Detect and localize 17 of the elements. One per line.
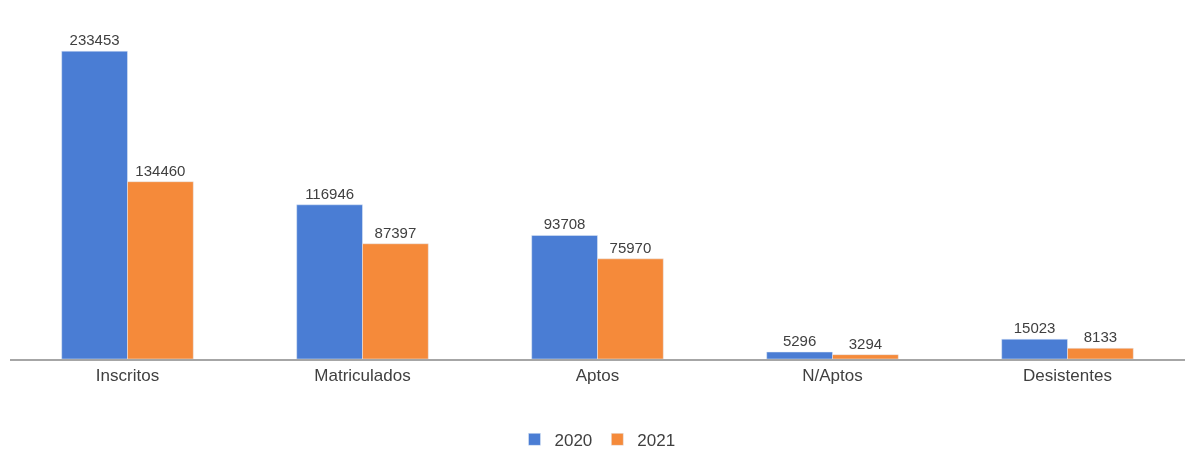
x-tick-label: N/Aptos <box>802 366 863 386</box>
data-label: 233453 <box>69 31 120 49</box>
data-label: 134460 <box>135 161 186 179</box>
x-tick-label: Aptos <box>575 366 620 386</box>
data-label: 75970 <box>609 238 652 256</box>
x-tick-label: Inscritos <box>95 366 160 386</box>
data-label: 15023 <box>1013 319 1056 337</box>
data-label: 8133 <box>1083 328 1118 346</box>
x-tick-label: Desistentes <box>1023 366 1112 386</box>
data-label: 5296 <box>782 332 817 350</box>
data-label: 93708 <box>543 215 586 233</box>
x-tick-label: Matriculados <box>314 366 411 386</box>
legend-label: 2020 <box>554 430 593 450</box>
data-label: 87397 <box>374 223 417 241</box>
legend-label: 2021 <box>637 430 676 450</box>
data-label: 116946 <box>305 184 355 202</box>
data-label: 3294 <box>848 334 883 352</box>
